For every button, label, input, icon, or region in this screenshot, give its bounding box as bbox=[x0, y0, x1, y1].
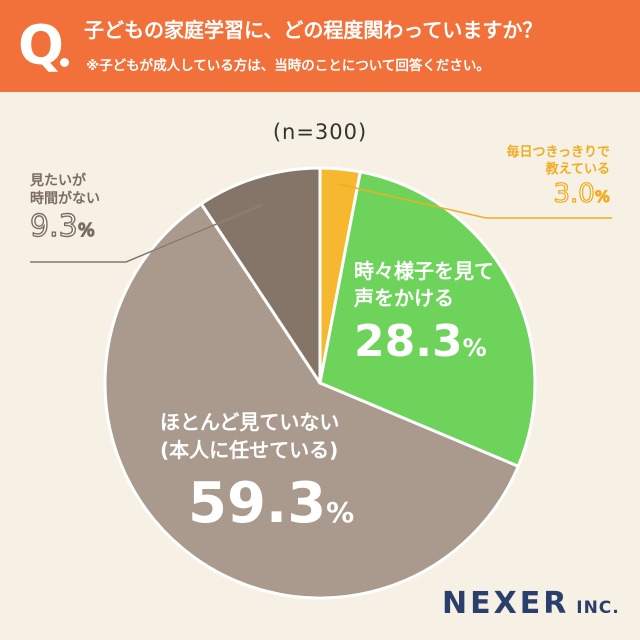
slice-label-line1: 時々様子を見て bbox=[354, 259, 494, 283]
slice-label-line2: 声をかける bbox=[354, 286, 454, 310]
q-mark-dot bbox=[60, 58, 69, 67]
slice-value: 3.0% bbox=[553, 178, 611, 209]
slice-value: 9.3% bbox=[29, 208, 95, 244]
slice-label-line1: ほとんど見ていない bbox=[160, 410, 340, 434]
slice-hardly bbox=[103, 202, 520, 600]
slice-value: 28.3% bbox=[354, 316, 487, 367]
brand-logo: NEXER INC. bbox=[442, 586, 620, 621]
q-mark: Q bbox=[18, 14, 64, 77]
question-note: ※子どもが成人している方は、当時のことについて回答ください。 bbox=[86, 58, 490, 74]
slice-label-sometimes: 時々様子を見て 声をかける 28.3% bbox=[354, 258, 494, 374]
question-title: 子どもの家庭学習に、どの程度関わっていますか？ bbox=[84, 18, 543, 42]
slice-label-every-day: 毎日つきっきりで 教えている 3.0% bbox=[506, 144, 611, 213]
slice-label-line1: 見たいが bbox=[30, 173, 86, 189]
slice-value: 59.3% bbox=[188, 471, 355, 536]
slice-label-hardly: ほとんど見ていない (本人に任せている) 59.3% bbox=[160, 408, 354, 545]
leader-line-every-day bbox=[337, 183, 612, 219]
slice-label-no-time: 見たいが 時間がない 9.3% bbox=[29, 172, 100, 250]
question-header: Q 子どもの家庭学習に、どの程度関わっていますか？ ※子どもが成人している方は、… bbox=[0, 0, 640, 92]
slice-label-line2: 時間がない bbox=[30, 191, 100, 207]
slice-label-line2: (本人に任せている) bbox=[160, 438, 339, 462]
leader-line-no-time bbox=[30, 204, 263, 263]
sample-size: (n=300) bbox=[272, 120, 368, 144]
slice-label-line1: 毎日つきっきりで bbox=[506, 145, 610, 160]
slice-no-time bbox=[199, 166, 322, 385]
slice-sometimes bbox=[318, 170, 537, 468]
slice-label-line2: 教えている bbox=[545, 162, 610, 177]
